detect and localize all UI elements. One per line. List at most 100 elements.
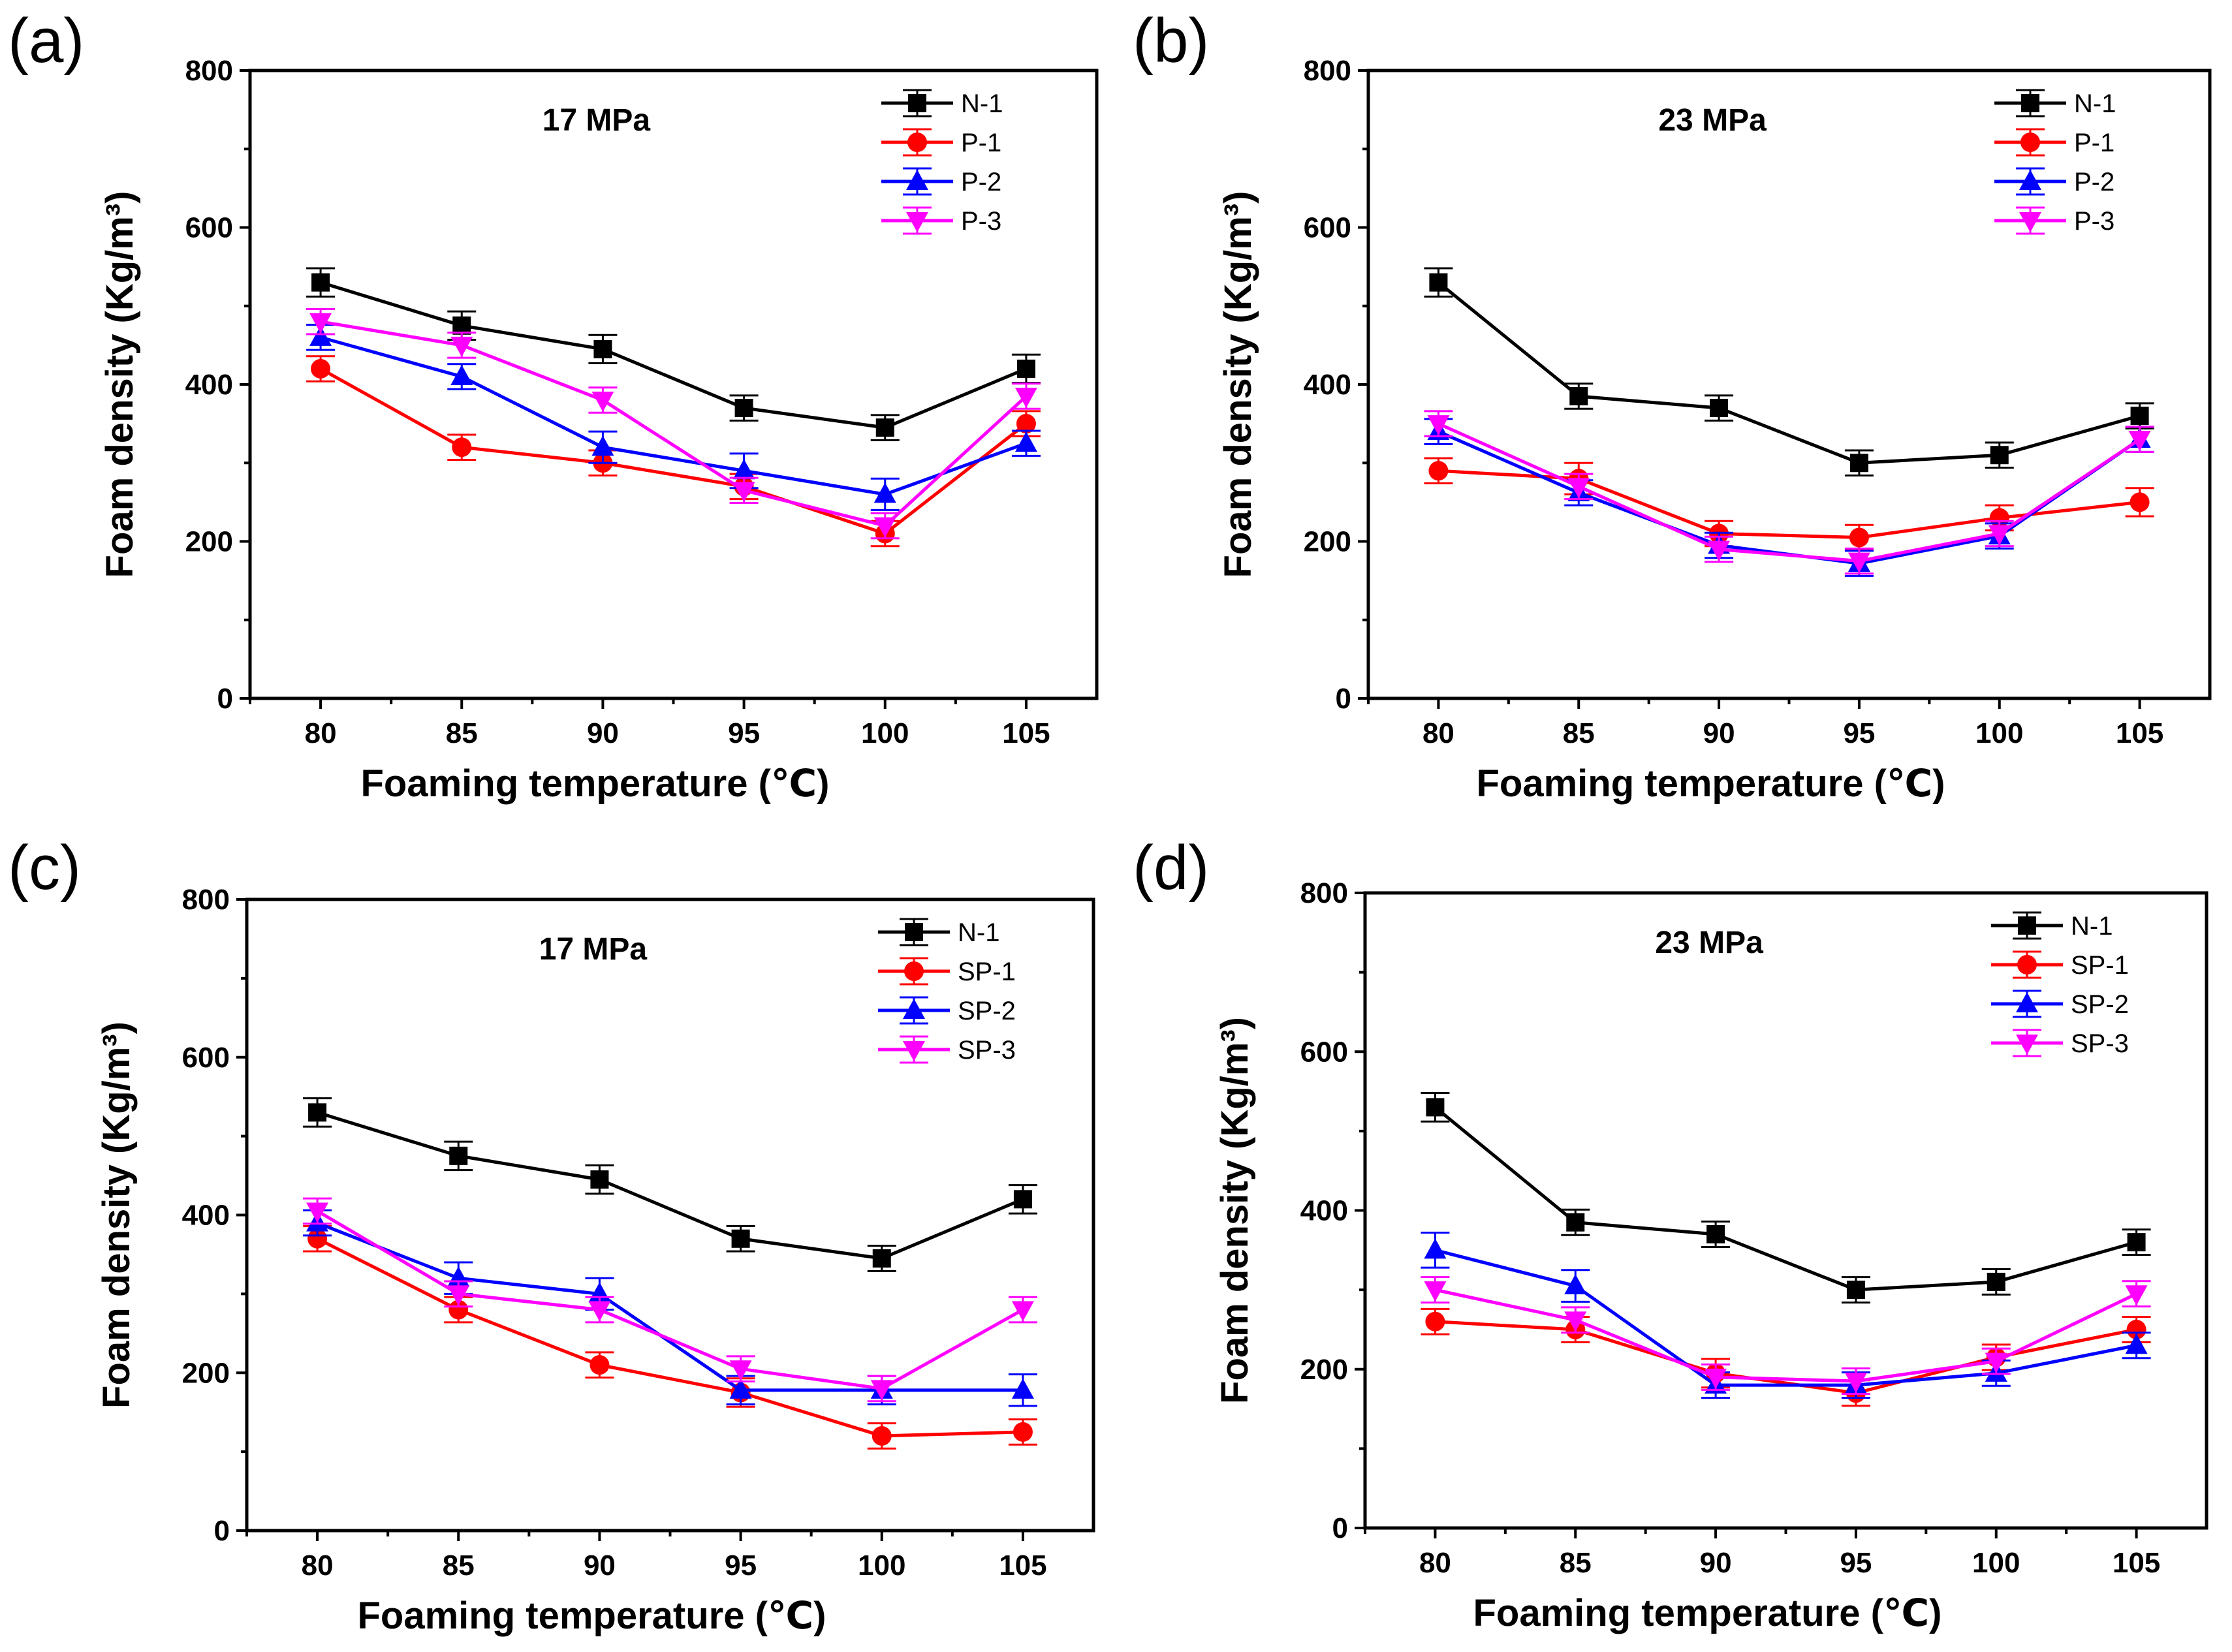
legend-label: P-1 xyxy=(961,129,1001,157)
plot-frame xyxy=(248,69,1099,700)
data-point xyxy=(729,1360,752,1381)
chart-panel-c: 0 200 400 600 800 80 85 90 95 100 105 Foaming tempe… xyxy=(8,833,1095,1637)
chart-panel-d: 0 200 400 600 800 80 85 90 95 100 105 Foaming tempe… xyxy=(1133,833,2208,1634)
y-tick-label: 400 xyxy=(182,1200,230,1232)
legend-label: SP-3 xyxy=(958,1036,1016,1065)
x-tick-label: 90 xyxy=(584,1550,616,1582)
legend-label: SP-3 xyxy=(2071,1029,2129,1058)
data-point xyxy=(589,1355,610,1375)
pressure-label: 23 MPa xyxy=(1658,103,1767,138)
series-line xyxy=(1438,469,2140,539)
data-point xyxy=(732,482,755,503)
x-tick-label: 90 xyxy=(1703,717,1735,749)
data-point xyxy=(450,336,473,357)
data-point xyxy=(307,1228,328,1249)
data-point xyxy=(1846,1281,1865,1300)
data-point xyxy=(1985,1352,2007,1373)
legend: N-1 P-1 P-2 P-3 xyxy=(881,89,1003,236)
data-point xyxy=(875,418,894,437)
pressure-label: 17 MPa xyxy=(542,103,651,138)
data-point xyxy=(1016,359,1035,378)
chart-panel-a: 0 200 400 600 800 80 85 90 95 100 105 Foaming tempe… xyxy=(8,6,1099,805)
x-tick-label: 100 xyxy=(1972,1547,2020,1579)
series-line xyxy=(319,367,1028,536)
data-point xyxy=(870,1380,893,1401)
panel-label: (c) xyxy=(8,833,81,903)
x-tick-label: 95 xyxy=(1840,1547,1872,1579)
data-point xyxy=(873,482,896,503)
x-tick-label: 100 xyxy=(1975,717,2023,749)
y-tick-label: 0 xyxy=(214,1515,230,1547)
data-point xyxy=(1013,1422,1033,1442)
data-point xyxy=(1987,1272,2005,1291)
series-line xyxy=(320,335,1027,496)
x-axis-title: Foaming temperature (℃) xyxy=(358,1595,826,1637)
legend-marker xyxy=(2018,916,2036,935)
y-tick-label: 400 xyxy=(1300,1195,1348,1227)
data-point xyxy=(448,1300,469,1320)
data-point xyxy=(1427,415,1450,436)
series-sp-1 xyxy=(303,1224,1037,1450)
x-tick-label: 105 xyxy=(2113,1547,2160,1579)
data-point xyxy=(2125,1333,2148,1354)
data-point xyxy=(1844,1372,1867,1393)
data-point xyxy=(1569,387,1588,406)
data-point xyxy=(872,1426,892,1446)
legend-marker xyxy=(907,132,927,152)
data-point xyxy=(1013,1190,1032,1209)
series-line xyxy=(1434,1106,2137,1292)
plot-frame xyxy=(1363,891,2208,1530)
legend-marker xyxy=(908,94,926,112)
data-point xyxy=(1564,1311,1587,1332)
y-tick-label: 200 xyxy=(182,1357,230,1389)
legend-label: P-2 xyxy=(2074,168,2114,196)
series-line xyxy=(1438,429,2141,565)
data-point xyxy=(1566,1213,1585,1232)
data-point xyxy=(1429,273,1448,292)
data-point xyxy=(1708,540,1731,561)
data-point xyxy=(2130,407,2149,426)
data-point xyxy=(1426,1098,1445,1117)
y-tick-label: 600 xyxy=(1304,212,1351,244)
legend-label: N-1 xyxy=(2074,89,2116,118)
data-point xyxy=(452,437,472,458)
legend-label: P-1 xyxy=(2074,129,2114,157)
y-tick-label: 0 xyxy=(1332,1512,1348,1544)
y-tick-label: 800 xyxy=(185,55,233,87)
data-point xyxy=(1424,1281,1447,1302)
series-p-3 xyxy=(1424,410,2154,575)
data-point xyxy=(1567,478,1590,499)
data-point xyxy=(1428,461,1449,481)
plot-frame xyxy=(1366,69,2212,700)
x-tick-label: 90 xyxy=(587,717,619,749)
data-point xyxy=(1849,527,1869,548)
legend-label: P-3 xyxy=(961,207,1001,236)
data-point xyxy=(593,339,612,358)
data-point xyxy=(1849,454,1868,473)
x-tick-label: 85 xyxy=(443,1550,475,1582)
data-point xyxy=(1988,525,2011,546)
series-line xyxy=(320,281,1027,429)
legend-marker xyxy=(904,961,924,981)
series-line xyxy=(1437,281,2141,465)
x-tick-label: 105 xyxy=(1002,717,1050,749)
data-point xyxy=(873,517,896,538)
y-axis-title: Foam density (Kg/m³) xyxy=(99,191,141,578)
series-line xyxy=(317,1221,1023,1392)
series-n-1 xyxy=(303,1097,1037,1272)
x-tick-label: 95 xyxy=(725,1550,757,1582)
series-line xyxy=(317,1110,1024,1260)
series-p-1 xyxy=(306,355,1041,548)
data-point xyxy=(2130,492,2150,512)
series-line xyxy=(1435,1320,2137,1395)
data-point xyxy=(311,273,330,292)
data-point xyxy=(1011,1301,1034,1322)
data-point xyxy=(2127,1233,2146,1252)
data-point xyxy=(1014,388,1037,409)
y-tick-label: 800 xyxy=(182,884,230,916)
legend-label: SP-2 xyxy=(958,997,1016,1025)
legend: N-1 P-1 P-2 P-3 xyxy=(1994,89,2116,236)
data-point xyxy=(729,1378,752,1399)
series-line xyxy=(316,1209,1024,1391)
panel-label: (d) xyxy=(1133,833,1209,903)
